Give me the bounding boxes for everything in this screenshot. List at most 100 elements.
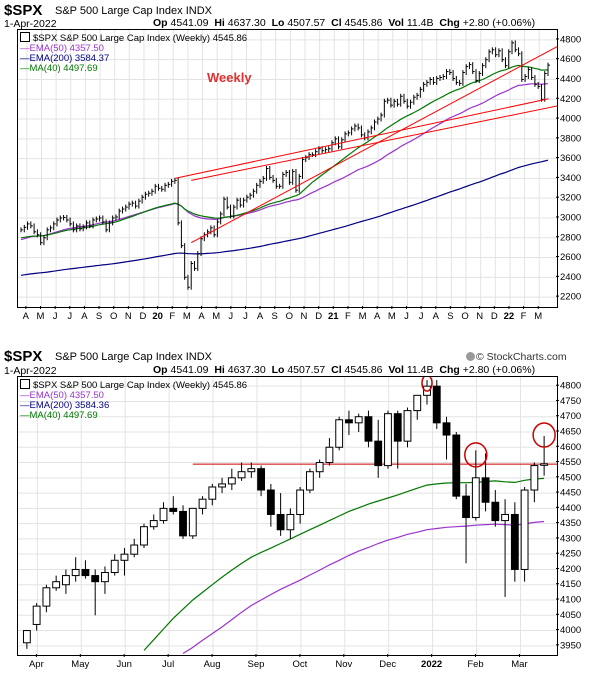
- x-tick-label: J: [243, 311, 248, 322]
- candle-body: [462, 495, 470, 519]
- candle-body: [471, 477, 480, 519]
- y-tick-label: 4350: [560, 518, 581, 529]
- x-tick-label: O: [286, 311, 293, 322]
- candle-body: [305, 471, 314, 491]
- y-tick-label: 4600: [560, 54, 581, 65]
- x-tick-label: Dec: [379, 659, 396, 670]
- index-name: S&P 500 Large Cap Index INDX: [55, 351, 212, 363]
- legend-item-price: $SPX S&P 500 Large Cap Index (Weekly) 45…: [20, 32, 247, 44]
- candle-body: [140, 526, 148, 546]
- quote-line: Op 4541.09 Hi 4637.30 Lo 4507.57 Cl 4545…: [153, 17, 536, 29]
- candle-body: [130, 544, 139, 555]
- y-tick-label: 4400: [560, 503, 581, 514]
- candle-body: [22, 630, 31, 644]
- candlestick-chart-area[interactable]: [17, 376, 558, 656]
- y-tick-label: 3800: [560, 133, 581, 144]
- x-tick-label: J: [67, 311, 72, 322]
- legend-item-ema50: —EMA(50) 4357.50: [20, 43, 104, 54]
- y-tick-label: 4200: [560, 94, 581, 105]
- y-tick-label: 2600: [560, 252, 581, 263]
- candle-body: [227, 477, 236, 485]
- candle-body: [452, 434, 461, 497]
- x-tick-label: Nov: [335, 659, 352, 670]
- index-name: S&P 500 Large Cap Index INDX: [55, 5, 212, 17]
- candle-body: [218, 483, 226, 488]
- candle-body: [257, 468, 266, 491]
- legend-item-ma40: —MA(40) 4497.69: [20, 410, 98, 421]
- legend-item-ma40: —MA(40) 4497.69: [20, 63, 98, 74]
- y-tick-label: 4450: [560, 488, 581, 499]
- x-tick-label: Feb: [467, 659, 483, 670]
- y-tick-label: 2800: [560, 232, 581, 243]
- candle-body: [266, 489, 275, 515]
- x-tick-label: A: [433, 311, 440, 322]
- candle-body: [52, 581, 61, 589]
- candle-body: [325, 446, 334, 464]
- candle-body: [110, 559, 119, 574]
- x-tick-label: N: [476, 311, 483, 322]
- y-tick-label: 4600: [560, 442, 581, 453]
- candle-body: [188, 507, 197, 537]
- y-tick-label: 4800: [560, 34, 581, 45]
- quote-line: Op 4541.09 Hi 4637.30 Lo 4507.57 Cl 4545…: [153, 364, 536, 376]
- x-tick-label: A: [23, 311, 30, 322]
- y-tick-label: 3400: [560, 173, 581, 184]
- y-tick-label: 4000: [560, 625, 581, 636]
- x-tick-label: Sep: [248, 659, 265, 670]
- x-tick-label: M: [388, 311, 396, 322]
- candle-body: [247, 468, 256, 473]
- trendline: [191, 105, 557, 181]
- chart-date: 1-Apr-2022: [4, 18, 57, 30]
- candle-body: [120, 553, 129, 561]
- y-tick-label: 4300: [560, 533, 581, 544]
- x-tick-label: A: [198, 311, 205, 322]
- candle-body: [237, 471, 246, 479]
- price-chart-area[interactable]: [17, 29, 558, 308]
- y-tick-label: 4250: [560, 549, 581, 560]
- y-tick-label: 4650: [560, 426, 581, 437]
- x-tick-label: A: [374, 311, 381, 322]
- highlight-circle: [421, 377, 433, 392]
- candle-body: [510, 513, 519, 570]
- x-tick-label: M: [534, 311, 542, 322]
- x-tick-label: A: [81, 311, 88, 322]
- x-tick-label: N: [125, 311, 132, 322]
- weekly-price-svg: [18, 30, 557, 307]
- x-tick-label: F: [169, 311, 175, 322]
- x-tick-label: S: [272, 311, 278, 322]
- trendline: [190, 46, 557, 244]
- candle-body: [91, 575, 100, 583]
- x-tick-label: S: [96, 311, 102, 322]
- weekly-annotation: Weekly: [207, 70, 252, 85]
- candle-body: [159, 507, 168, 522]
- candle-body: [62, 575, 70, 586]
- x-tick-label: Oct: [292, 659, 307, 670]
- series-line-ema50: [182, 520, 545, 655]
- x-tick-label: O: [461, 311, 468, 322]
- candle-body: [315, 462, 324, 473]
- grid-lines: [18, 30, 557, 307]
- x-tick-label: Aug: [204, 659, 221, 670]
- y-tick-label: 4200: [560, 564, 581, 575]
- series-line-ema50: [20, 83, 549, 241]
- series-line-ema200: [20, 159, 549, 276]
- y-tick-label: 3600: [560, 153, 581, 164]
- brand-logo-icon: [466, 352, 475, 361]
- x-tick-label: May: [71, 659, 89, 670]
- x-tick-label: M: [183, 311, 191, 322]
- x-tick-label: 22: [504, 311, 515, 322]
- y-tick-label: 3200: [560, 193, 581, 204]
- x-tick-label: J: [53, 311, 58, 322]
- x-tick-label: M: [212, 311, 220, 322]
- candle-body: [393, 413, 402, 442]
- candle-body: [208, 486, 217, 500]
- candle-body: [198, 498, 207, 509]
- x-tick-label: D: [140, 311, 147, 322]
- brand-watermark: © StockCharts.com: [466, 351, 567, 363]
- y-tick-label: 3950: [560, 640, 581, 651]
- series-line-ma40: [20, 64, 549, 239]
- candle-body: [491, 501, 500, 522]
- candle-body: [520, 489, 529, 570]
- candle-body: [169, 507, 178, 512]
- x-tick-label: J: [228, 311, 233, 322]
